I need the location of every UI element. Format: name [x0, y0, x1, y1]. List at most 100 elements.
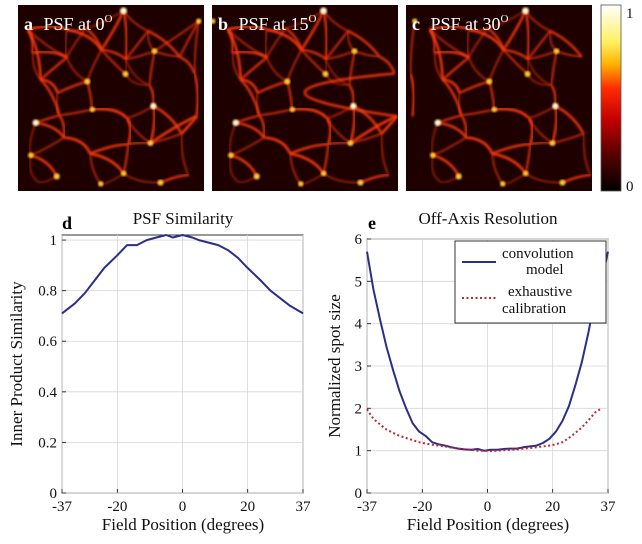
x-axis-title: Field Position (degrees): [102, 515, 264, 534]
y-tick-label: 6: [355, 232, 363, 248]
psf-ridge: [229, 155, 239, 182]
psf-hotspot: [524, 70, 531, 77]
psf-ridge: [322, 10, 328, 60]
psf-hotspot: [53, 173, 60, 180]
psf-hotspot: [347, 140, 354, 146]
psf-hotspot: [357, 179, 364, 186]
psf-ridge: [193, 73, 200, 117]
y-axis-title: Normalized spot size: [325, 294, 344, 438]
series: [61, 234, 304, 315]
y-tick-label: 1: [50, 233, 58, 249]
psf-ridge: [259, 108, 293, 117]
psf-hotspot: [84, 78, 91, 85]
colorbar-gradient: [600, 4, 622, 192]
psf-panel-c: c PSF at 30O: [406, 5, 592, 191]
psf-ridge: [65, 27, 87, 58]
svg-text:c PSF at 30O: c PSF at 30O: [412, 13, 509, 34]
psf-ridge: [550, 50, 558, 86]
x-tick-label: 37: [601, 499, 617, 515]
psf-hotspot: [553, 48, 560, 54]
psf-ridge: [289, 152, 325, 175]
psf-ridge: [434, 50, 470, 59]
psf-ridge: [491, 152, 527, 175]
psf-ridge: [178, 20, 200, 58]
x-tick-label: -20: [412, 499, 432, 515]
psf-ridge: [255, 92, 261, 116]
chart-psf-similarity: d PSF Similarity -37 -20 0 20 37 0 0.2 0.4 0.6 0.…: [7, 209, 311, 534]
psf-hotspot: [120, 7, 127, 15]
psf-ridge: [32, 50, 68, 59]
psf-ridge: [264, 29, 268, 58]
series-line-0: [61, 234, 304, 315]
psf-ridge: [84, 27, 103, 51]
psf-hotspot: [28, 152, 34, 159]
x-tick-label: 0: [179, 499, 187, 515]
psf-ridge: [292, 107, 328, 120]
y-tick-label: 1: [355, 444, 363, 460]
psf-hotspot: [150, 102, 157, 110]
psf-ridge: [148, 50, 156, 86]
psf-hotspot: [147, 140, 154, 146]
panel-letter-d: d: [62, 213, 72, 233]
psf-panel-a: a PSF at 0O: [18, 5, 204, 191]
psf-hotspot: [151, 48, 158, 54]
psf-ridge: [285, 10, 324, 30]
series-line-0: [366, 251, 609, 452]
psf-ridge: [325, 117, 351, 144]
psf-hotspot: [320, 170, 327, 177]
psf-hotspot: [522, 7, 529, 15]
psf-ridge: [524, 10, 530, 60]
psf-ridge: [258, 114, 266, 138]
psf-panel-b: b PSF at 15O: [212, 5, 398, 191]
psf-ridge: [59, 108, 93, 117]
psf-ridge: [325, 58, 350, 86]
x-axis-title: Field Position (degrees): [407, 515, 569, 534]
psf-pattern-b: [212, 7, 398, 187]
psf-hotspot: [430, 152, 436, 159]
psf-ridge: [232, 50, 268, 59]
y-axis-title: Inner Product Similarity: [7, 281, 26, 447]
series: [366, 251, 609, 453]
legend-label-convolution-line2: model: [526, 262, 564, 278]
psf-ridge: [125, 117, 151, 144]
y-tick-label: 3: [355, 359, 363, 375]
panel-letter-e: e: [368, 213, 376, 233]
psf-ridge: [149, 114, 198, 145]
y-tick-label: 0.6: [38, 334, 57, 350]
psf-pattern-a: [26, 7, 202, 187]
psf-hotspot: [232, 119, 240, 127]
psf-ridge: [92, 107, 128, 120]
psf-hotspot: [455, 173, 462, 180]
degree-sup-b: O: [309, 13, 317, 25]
chart-title: PSF Similarity: [133, 209, 234, 228]
panel-title-a: PSF at 0: [44, 14, 105, 34]
psf-ridge: [486, 27, 505, 51]
psf-ridge: [303, 72, 397, 118]
y-tick-label: 5: [355, 274, 363, 290]
psf-ridge: [265, 27, 287, 58]
psf-ridge: [160, 173, 189, 184]
legend: convolution model exhaustive calibration: [454, 240, 607, 324]
psf-hotspot: [522, 170, 529, 177]
grid: [61, 235, 304, 494]
psf-hotspot: [559, 179, 566, 186]
psf-ridge: [85, 10, 124, 30]
psf-ridge: [101, 48, 127, 61]
psf-ridge: [40, 78, 59, 94]
panel-letter-b: b: [218, 14, 228, 34]
series-line-1: [366, 407, 603, 453]
psf-ridge: [494, 107, 530, 120]
colorbar-min-label: 0: [626, 179, 634, 195]
psf-hotspot: [350, 102, 357, 110]
psf-ridge: [527, 30, 552, 60]
psf-ridge: [527, 117, 553, 144]
psf-ridge: [39, 56, 68, 81]
psf-ridge: [89, 152, 125, 175]
psf-hotspot: [98, 181, 104, 187]
psf-ridge: [323, 172, 361, 184]
psf-ridge: [301, 48, 327, 61]
y-tick-label: 2: [355, 401, 363, 417]
psf-hotspot: [89, 106, 96, 113]
legend-box: [454, 240, 607, 324]
colorbar: 1 0: [600, 4, 634, 195]
